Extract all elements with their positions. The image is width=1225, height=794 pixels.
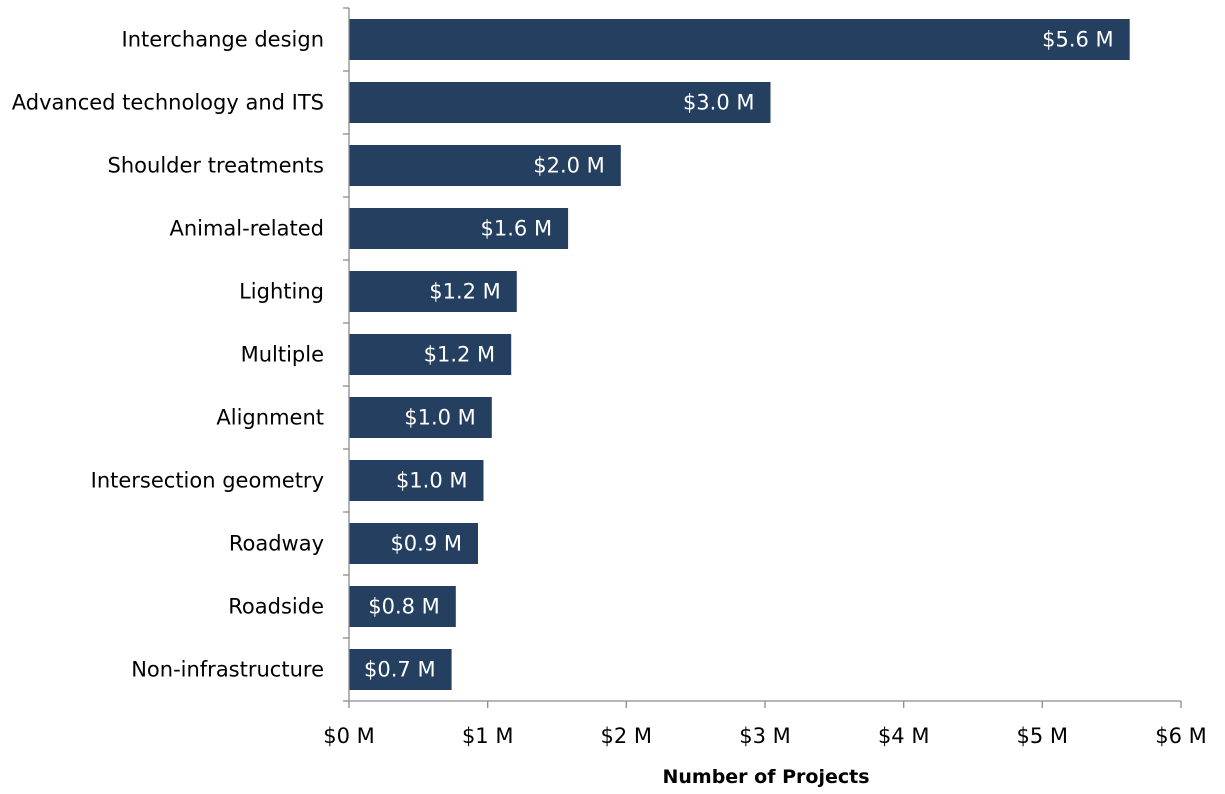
category-label-0: Interchange design <box>122 28 324 52</box>
x-tick-label-4: $4 M <box>878 724 930 748</box>
x-axis-title: Number of Projects <box>662 766 869 788</box>
bar-7 <box>349 460 484 501</box>
category-label-7: Intersection geometry <box>91 469 324 493</box>
category-label-9: Roadside <box>228 595 324 619</box>
x-tick-label-5: $5 M <box>1017 724 1069 748</box>
category-label-6: Alignment <box>216 406 324 430</box>
bar-6 <box>349 397 492 438</box>
bar-1 <box>349 82 771 123</box>
data-label-9: $0.8 M <box>368 595 440 619</box>
data-label-10: $0.7 M <box>364 658 436 682</box>
bar-8 <box>349 523 478 564</box>
category-label-10: Non-infrastructure <box>131 658 324 682</box>
data-label-7: $1.0 M <box>396 469 468 493</box>
data-label-8: $0.9 M <box>390 532 462 556</box>
data-label-2: $2.0 M <box>533 154 605 178</box>
data-label-3: $1.6 M <box>481 217 553 241</box>
bar-10 <box>349 649 452 690</box>
category-label-5: Multiple <box>241 343 324 367</box>
bar-3 <box>349 208 569 249</box>
bar-9 <box>349 586 456 627</box>
category-label-3: Animal-related <box>169 217 324 241</box>
x-tick-label-1: $1 M <box>462 724 514 748</box>
x-tick-label-2: $2 M <box>601 724 653 748</box>
category-label-2: Shoulder treatments <box>108 154 324 178</box>
x-tick-label-0: $0 M <box>323 724 375 748</box>
bar-2 <box>349 145 621 186</box>
data-label-0: $5.6 M <box>1042 28 1114 52</box>
data-label-6: $1.0 M <box>404 406 476 430</box>
bar-5 <box>349 334 512 375</box>
category-label-1: Advanced technology and ITS <box>12 91 324 115</box>
x-tick-label-6: $6 M <box>1155 724 1207 748</box>
category-label-8: Roadway <box>229 532 324 556</box>
bar-4 <box>349 271 517 312</box>
bar-0 <box>349 19 1130 60</box>
data-label-4: $1.2 M <box>429 280 501 304</box>
category-label-4: Lighting <box>239 280 324 304</box>
data-label-5: $1.2 M <box>424 343 496 367</box>
x-tick-label-3: $3 M <box>739 724 791 748</box>
data-label-1: $3.0 M <box>683 91 755 115</box>
